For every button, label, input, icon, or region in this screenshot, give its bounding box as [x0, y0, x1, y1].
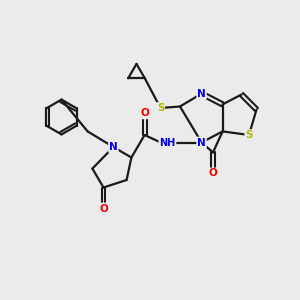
Text: O: O	[208, 168, 217, 178]
Text: N: N	[109, 142, 118, 152]
Text: NH: NH	[159, 137, 176, 148]
Text: N: N	[197, 137, 206, 148]
Text: O: O	[99, 203, 108, 214]
Text: N: N	[197, 88, 206, 99]
Text: O: O	[140, 108, 149, 118]
Text: S: S	[245, 130, 253, 140]
Text: S: S	[157, 103, 164, 113]
